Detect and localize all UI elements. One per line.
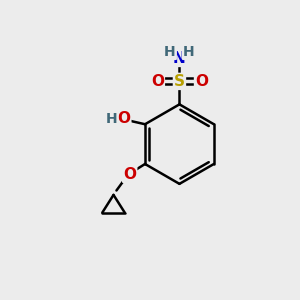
Text: O: O (151, 74, 164, 89)
Text: O: O (117, 111, 130, 126)
Text: H: H (183, 45, 195, 59)
Text: H: H (106, 112, 117, 126)
Text: H: H (164, 45, 176, 59)
Text: S: S (174, 74, 185, 89)
Text: N: N (173, 51, 186, 66)
Text: O: O (195, 74, 208, 89)
Text: O: O (123, 167, 136, 182)
